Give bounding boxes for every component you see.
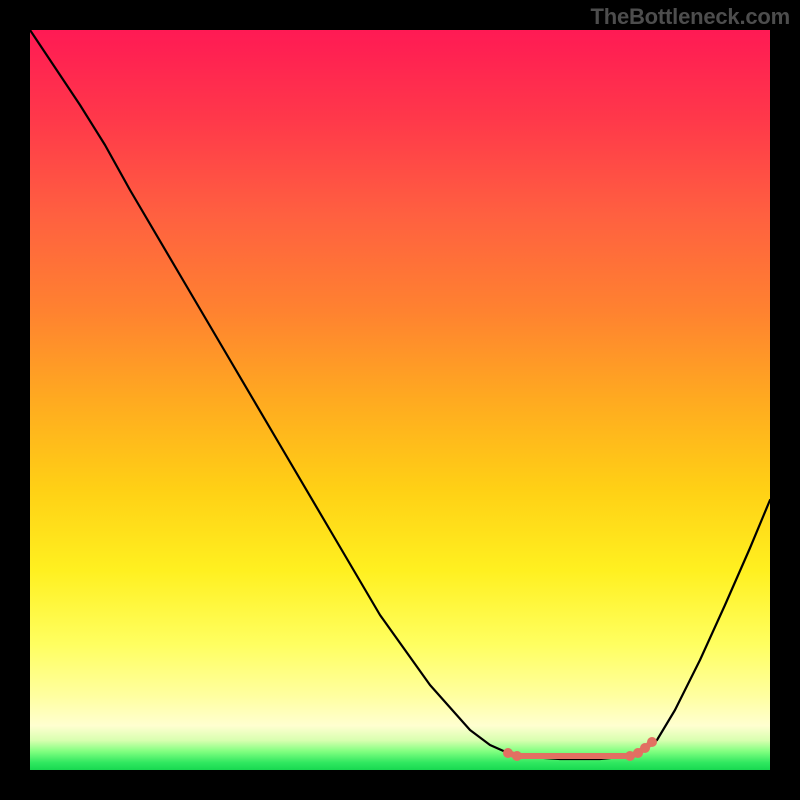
bottleneck-chart bbox=[0, 0, 800, 800]
chart-frame: { "watermark": "TheBottleneck.com", "cha… bbox=[0, 0, 800, 800]
watermark-text: TheBottleneck.com bbox=[590, 4, 790, 30]
plot-background bbox=[30, 30, 770, 770]
